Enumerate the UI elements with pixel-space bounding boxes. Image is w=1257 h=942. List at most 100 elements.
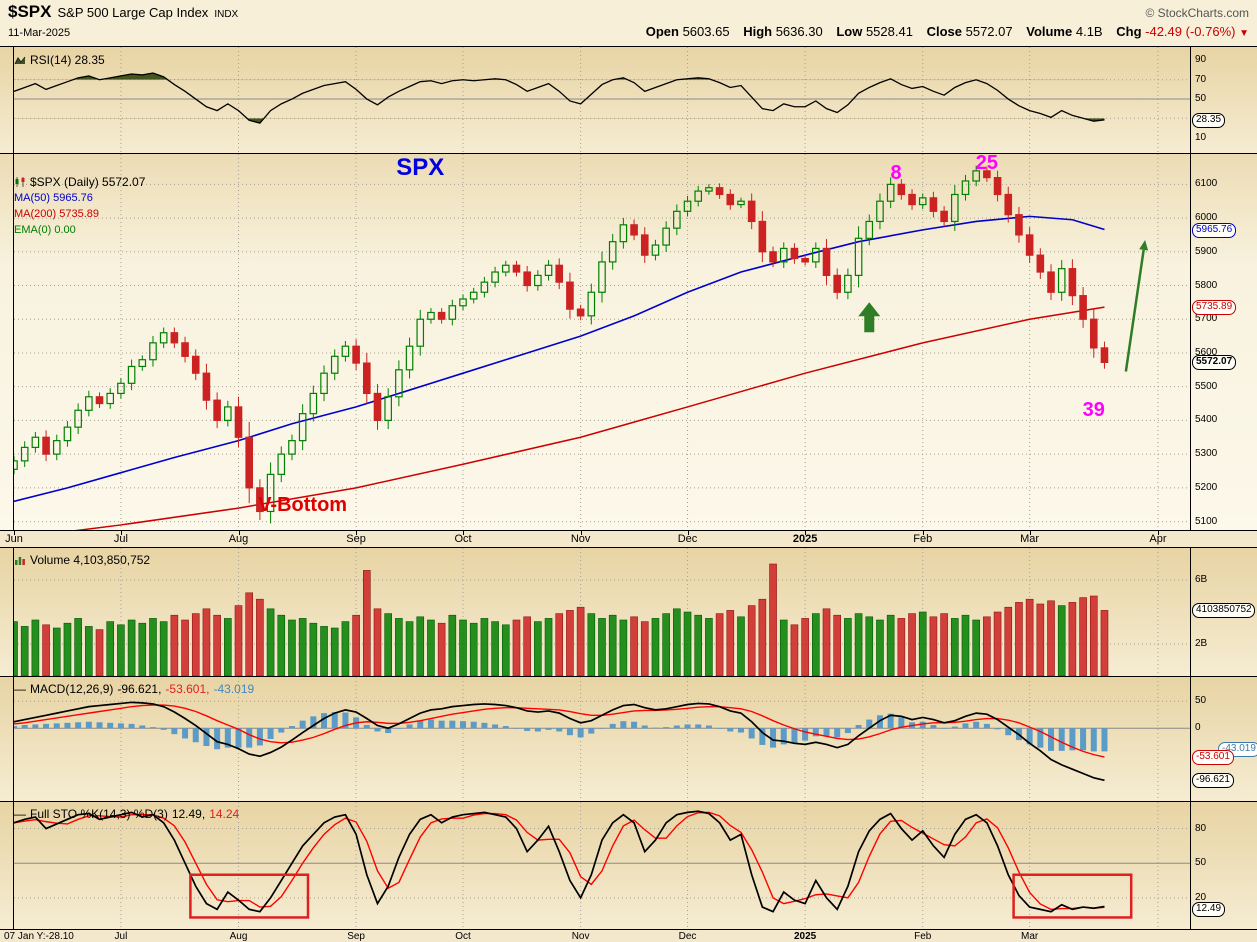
volume-bar — [448, 614, 457, 676]
rsi-plot — [13, 47, 1191, 153]
volume-bar — [1079, 597, 1087, 676]
volume-bar — [480, 618, 489, 676]
annotation-39: 39 — [1082, 399, 1105, 422]
month-label: Aug — [228, 533, 249, 545]
volume-bar — [224, 618, 232, 676]
macd-histogram-bar — [160, 728, 167, 730]
month-label: Nov — [570, 533, 591, 545]
copyright: © StockCharts.com — [1145, 6, 1249, 20]
macd-histogram-bar — [75, 722, 82, 729]
annotation-spx: SPX — [396, 154, 445, 182]
macd-histogram-bar — [994, 728, 1001, 730]
annotation-25: 25 — [975, 152, 998, 175]
macd-histogram-bar — [898, 717, 905, 729]
macd-histogram-bar — [705, 725, 712, 729]
month-label: Apr — [1149, 533, 1167, 545]
volume-bar — [801, 618, 809, 676]
volume-bar — [191, 613, 200, 676]
macd-histogram-bar — [941, 728, 948, 729]
month-label: Mar — [1021, 931, 1039, 942]
macd-histogram-bar — [545, 728, 552, 730]
volume-value: 4.1B — [1075, 24, 1103, 39]
volume-plot — [13, 548, 1191, 676]
rsi-indicator-icon — [14, 56, 26, 65]
quote-line: Open 5603.65 High 5636.30 Low 5528.41 Cl… — [636, 24, 1249, 39]
y-axis-label: 80 — [1195, 822, 1207, 834]
volume-bar — [758, 598, 767, 676]
volume-bar — [202, 608, 211, 676]
rsi-label: RSI(14) 28.35 — [30, 53, 105, 67]
y-axis-label: 5700 — [1195, 313, 1218, 325]
macd-histogram-bar — [663, 727, 670, 729]
volume-bar — [352, 614, 360, 676]
volume-bar — [362, 570, 371, 676]
price-plot — [13, 154, 1191, 530]
volume-bar — [85, 626, 93, 676]
macd-histogram-bar — [802, 728, 809, 741]
month-label: Oct — [454, 533, 472, 545]
macd-histogram-bar — [128, 723, 135, 729]
month-label: Oct — [455, 931, 471, 942]
volume-bar — [876, 619, 884, 676]
volume-bar — [993, 611, 1002, 676]
volume-bar — [277, 614, 286, 676]
month-label: Dec — [677, 533, 698, 545]
macd-hist-value: -43.019 — [213, 682, 255, 696]
volume-bar — [865, 616, 874, 676]
volume-bar — [619, 619, 628, 676]
exchange: INDX — [214, 9, 239, 20]
volume-bar — [790, 624, 799, 676]
macd-histogram-bar — [524, 728, 531, 731]
stochastic-panel: — Full STO %K(14,3) %D(3) 12.49, 14.24 8… — [0, 801, 1257, 929]
volume-bar — [1047, 600, 1055, 676]
volume-bar — [812, 613, 820, 676]
annotation-8: 8 — [890, 161, 902, 184]
volume-bar — [266, 608, 275, 676]
chg-label: Chg — [1116, 24, 1142, 39]
month-tick — [356, 531, 358, 535]
volume-bar — [854, 613, 863, 676]
month-label: Sep — [346, 533, 366, 545]
volume-bar — [918, 611, 927, 676]
volume-bar — [683, 611, 692, 676]
macd-histogram-bar — [737, 728, 744, 733]
volume-bar — [341, 621, 350, 676]
volume-bar — [950, 618, 959, 676]
macd-histogram-bar — [214, 728, 221, 750]
volume-panel: Volume 4,103,850,752 6B 2B 4103850752 — [0, 547, 1257, 676]
macd-histogram-bar — [374, 728, 381, 732]
volume-bar — [256, 598, 264, 676]
macd-histogram-bar — [43, 723, 50, 729]
macd-histogram-bar — [513, 728, 520, 729]
volume-bar — [608, 614, 617, 676]
macd-histogram-bar — [1048, 728, 1055, 751]
y-axis-label: 70 — [1195, 73, 1207, 85]
close-value: 5572.07 — [965, 24, 1013, 39]
volume-bar — [1004, 606, 1013, 676]
ma50-line — [14, 215, 1105, 503]
macd-value: -96.621, — [117, 682, 162, 696]
volume-bar — [908, 613, 916, 676]
volume-bar — [52, 627, 61, 676]
volume-bar — [929, 616, 938, 676]
macd-legend: — MACD(12,26,9) -96.621, -53.601, -43.01… — [14, 682, 254, 696]
macd-histogram-bar — [192, 728, 199, 743]
macd-histogram-bar — [620, 721, 627, 729]
y-axis-label: 5900 — [1195, 245, 1218, 257]
volume-bar — [747, 605, 756, 676]
y-axis-label: 90 — [1195, 54, 1207, 66]
macd-histogram-bar — [684, 724, 691, 729]
volume-bar — [705, 618, 713, 676]
rebound-arrow-icon — [1124, 249, 1145, 372]
macd-plot — [13, 677, 1191, 801]
volume-legend: Volume 4,103,850,752 — [14, 553, 150, 567]
macd-histogram-bar — [1080, 728, 1087, 751]
volume-bar — [1089, 595, 1098, 676]
sto-k-value: 12.49, — [171, 807, 206, 821]
volume-bar — [469, 622, 478, 676]
volume-bar — [395, 618, 403, 676]
macd-histogram-bar — [983, 723, 990, 729]
macd-histogram-bar — [492, 724, 499, 729]
volume-bar — [769, 563, 777, 676]
